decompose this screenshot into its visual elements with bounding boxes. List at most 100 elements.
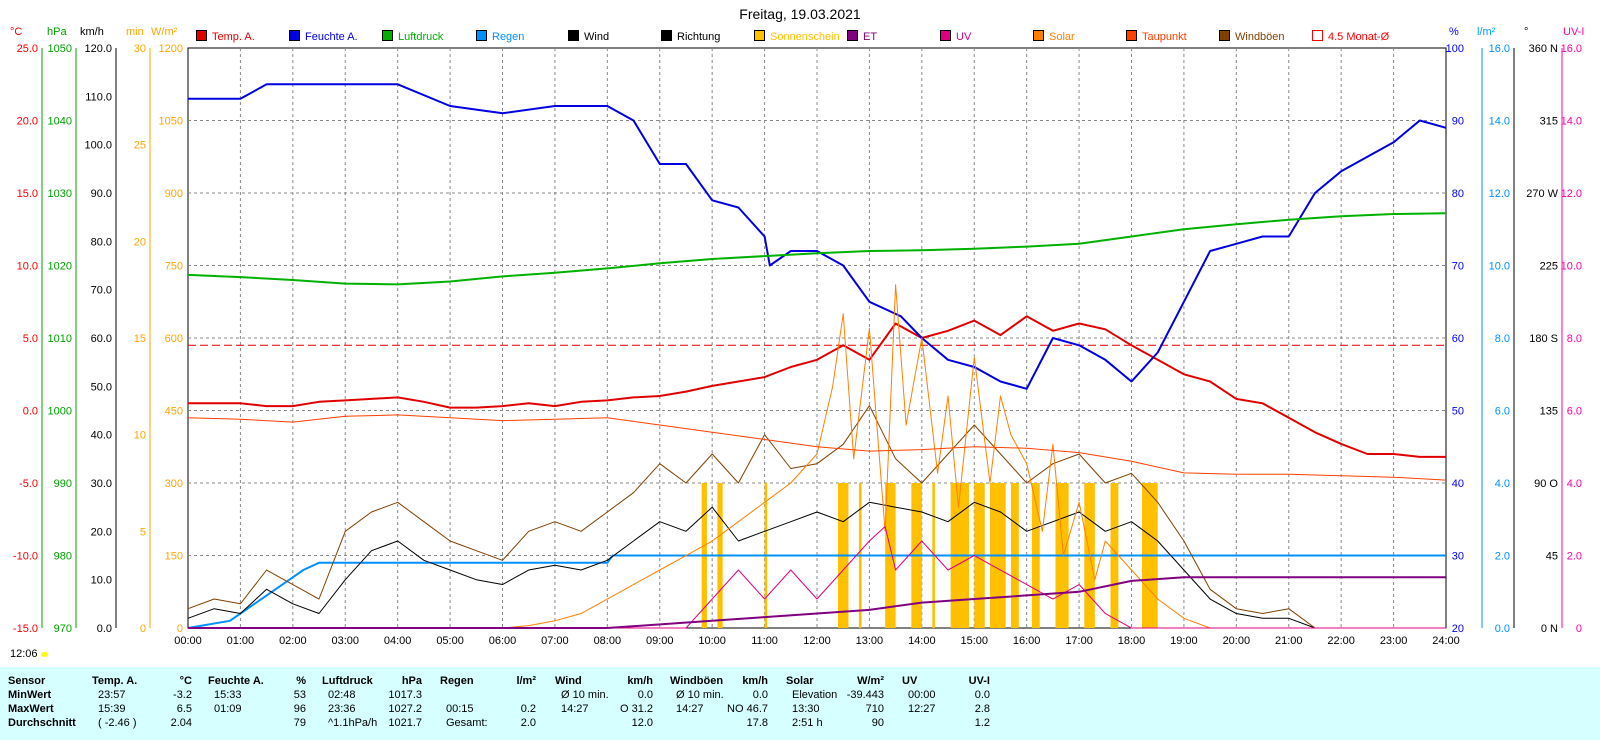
wind-tick-label: 110.0 [85,91,112,103]
legend-item: Taupunkt [1126,30,1187,43]
legend-label: Sonnenschein [770,31,840,43]
stats-time: Ø 10 min. [676,689,724,701]
stats-group-name: Regen [440,675,474,687]
stats-group-name: UV [902,675,918,687]
stats-group-name: Wind [555,675,582,687]
stats-group-name: Solar [786,675,814,687]
legend-item: Feuchte A. [289,30,358,43]
uv-tick-label: 4.0 [1567,478,1582,490]
stats-value: 1.2 [974,717,990,729]
uv-tick-label: 10.0 [1561,261,1582,273]
solar-tick-label: 900 [165,188,183,200]
x-tick-label: 19:00 [1170,635,1198,647]
stats-time: ^1.1hPa/h [328,717,378,729]
uv-tick-label: 14.0 [1561,116,1582,128]
legend-item: Wind [568,30,609,43]
stats-group-name: Feuchte A. [208,675,264,687]
legend-label: Taupunkt [1142,31,1187,43]
legend-swatch [568,30,579,41]
legend-item: 4.5 Monat-Ø [1312,30,1389,43]
solar-unit: W/m² [151,26,178,38]
weather-chart: 00:00 01:00 02:00 03:00 04:00 05:00 06:00 07:00… [13,43,1582,647]
stats-time: 23:57 [98,689,126,701]
solar-tick-label: 300 [165,478,183,490]
x-tick-label: 07:00 [541,635,569,647]
legend-swatch [1219,30,1230,41]
uv-tick-label: 0 [1576,623,1582,635]
legend-swatch [476,30,487,41]
series-line [188,526,1446,629]
humidity-tick-label: 80 [1452,188,1464,200]
x-tick-label: 09:00 [646,635,674,647]
pressure-unit: hPa [47,26,67,38]
stats-group-name: Luftdruck [322,675,373,687]
legend-item: Sonnenschein [754,30,840,43]
rain-tick-label: 16.0 [1489,43,1510,55]
stats-group-unit: km/h [627,675,653,687]
series-line [188,315,1446,458]
legend-item: Luftdruck [382,30,443,43]
legend-label: ET [863,31,878,43]
sun-tick-label: 15 [134,333,146,345]
sun-tick-label: 5 [140,526,146,538]
temp-tick-label: 20.0 [17,116,38,128]
x-tick-label: 22:00 [1327,635,1355,647]
legend-item: Regen [476,30,524,43]
stats-time: 00:15 [446,703,474,715]
solar-tick-label: 0 [177,623,183,635]
x-tick-label: 00:00 [174,635,202,647]
wind-tick-label: 70.0 [91,285,112,297]
legend-label: 4.5 Monat-Ø [1328,31,1390,43]
x-tick-label: 02:00 [279,635,307,647]
humidity-unit: % [1449,26,1459,38]
wind-unit: km/h [80,26,104,38]
stats-time: Gesamt: [446,717,488,729]
x-tick-label: 24:00 [1432,635,1460,647]
stats-row-label: MaxWert [8,703,54,715]
temp-tick-label: -15.0 [13,623,38,635]
stats-value: 17.8 [746,717,768,729]
humidity-tick-label: 40 [1452,478,1464,490]
temp-tick-label: 5.0 [23,333,38,345]
legend-item: Richtung [661,30,720,43]
stats-value: 710 [865,703,884,715]
direction-tick-label: 180 S [1529,333,1558,345]
sun-tick-label: 30 [134,43,146,55]
x-tick-label: 21:00 [1275,635,1303,647]
uv-tick-label: 6.0 [1567,406,1582,418]
legend-label: UV [956,31,972,43]
stats-time: 2:51 h [792,717,823,729]
stats-time: 12:27 [908,703,936,715]
rain-tick-label: 12.0 [1489,188,1510,200]
wind-tick-label: 120.0 [84,43,112,55]
humidity-tick-label: 50 [1452,406,1464,418]
stats-value: 2.04 [170,717,192,729]
x-tick-label: 08:00 [594,635,622,647]
stats-value: 1021.7 [388,717,422,729]
stats-value: 96 [293,703,306,715]
legend-swatch [847,30,858,41]
legend-item: Solar [1033,30,1075,43]
legend-swatch [1126,30,1137,41]
temp-tick-label: 25.0 [17,43,38,55]
humidity-tick-label: 90 [1452,116,1464,128]
humidity-tick-label: 70 [1452,261,1464,273]
solar-tick-label: 150 [165,551,183,563]
solar-tick-label: 450 [165,406,183,418]
rain-tick-label: 2.0 [1495,551,1510,563]
legend-label: Regen [492,31,525,43]
series-line [187,414,1447,481]
humidity-tick-label: 100 [1446,43,1464,55]
x-tick-label: 10:00 [698,635,726,647]
wind-tick-label: 100.0 [84,140,112,152]
legend-item: Windböen [1219,30,1285,43]
temp-tick-label: 15.0 [17,188,38,200]
stats-time: Elevation [792,689,838,701]
direction-tick-label: 225 [1540,261,1558,273]
stats-time: 23:36 [328,703,356,715]
x-tick-label: 14:00 [908,635,936,647]
stats-value: -3.2 [173,689,192,701]
stats-value: 0.0 [974,689,990,701]
humidity-tick-label: 30 [1452,551,1464,563]
series-line [187,405,1446,629]
